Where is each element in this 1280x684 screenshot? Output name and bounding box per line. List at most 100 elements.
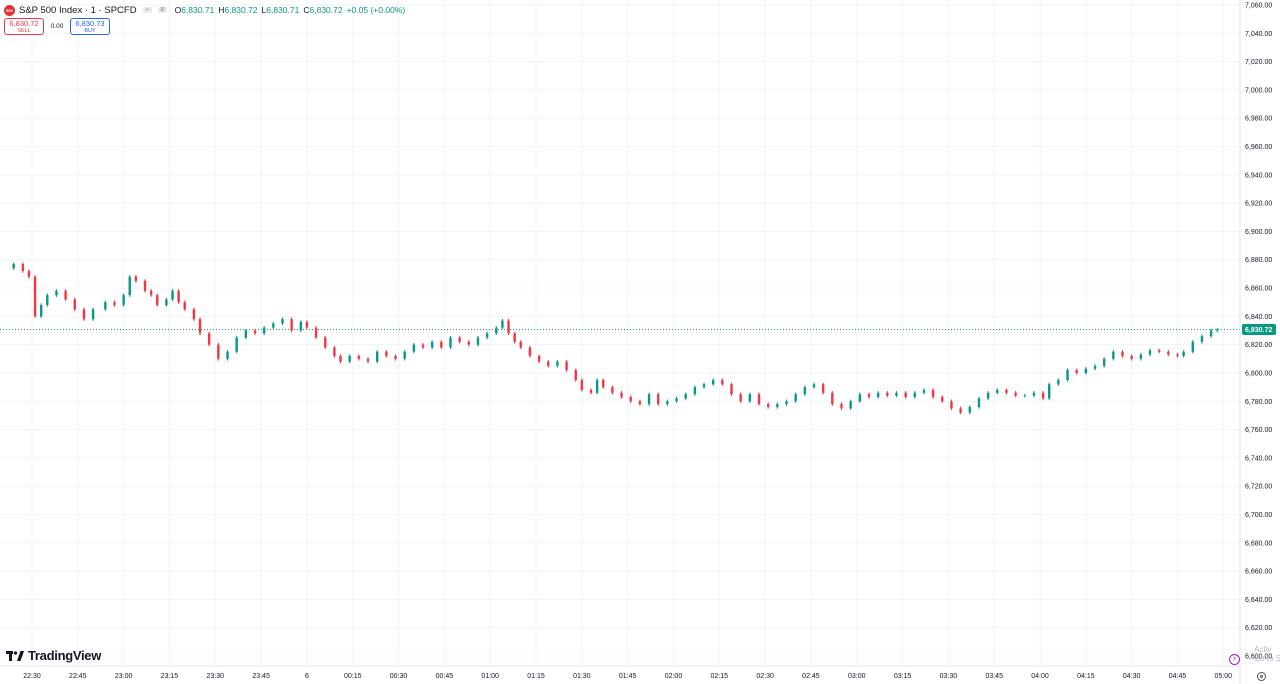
x-tick-label: 05:00 <box>1215 673 1233 680</box>
x-tick-label: 23:00 <box>115 673 133 680</box>
candle-body-down <box>156 295 159 306</box>
candle-body-down <box>638 401 642 405</box>
symbol-title[interactable]: S&P 500 Index · 1 · SPCFD <box>19 4 137 16</box>
buy-button[interactable]: 6,830.73 BUY <box>70 18 110 35</box>
candle-body-down <box>931 389 935 398</box>
candle-body-up <box>1148 350 1152 355</box>
candle-body-down <box>574 370 577 381</box>
y-tick-label: 6,940.00 <box>1245 172 1272 179</box>
y-tick-label: 6,720.00 <box>1245 484 1272 491</box>
low-value: 6,830.71 <box>266 5 300 15</box>
x-tick-label: 00:30 <box>390 673 408 680</box>
candle-body-up <box>501 320 504 328</box>
price-axis[interactable]: 7,060.00 7,040.00 7,020.00 7,000.00 6,980.00… <box>1245 3 1272 661</box>
candle-body-down <box>421 344 425 348</box>
candle-body-down <box>580 380 584 390</box>
candle-body-down <box>904 392 907 398</box>
candle-body-up <box>1032 392 1036 396</box>
candle-body-up <box>122 295 125 306</box>
candle-body-down <box>589 389 593 393</box>
candle-body-up <box>1057 380 1060 385</box>
candle-body-down <box>385 351 388 356</box>
candle-body-up <box>495 327 498 334</box>
candle-body-down <box>886 392 889 396</box>
settings-gear-icon[interactable] <box>1257 672 1266 681</box>
candle-body-up <box>986 392 990 399</box>
candle-body-down <box>305 322 309 328</box>
candle-body-up <box>895 392 898 396</box>
candle-body-down <box>217 344 220 359</box>
candle-body-up <box>403 351 406 359</box>
candle-body-down <box>507 320 510 334</box>
candle-body-down <box>207 333 211 345</box>
open-value: 6,830.71 <box>181 5 215 15</box>
minus-icon[interactable]: − <box>142 7 152 13</box>
x-tick-label: 23:15 <box>161 673 179 680</box>
candle-body-up <box>430 341 434 348</box>
x-tick-label: 02:00 <box>665 673 683 680</box>
candle-body-up <box>476 337 480 345</box>
low-label: L <box>261 5 267 15</box>
candle-body-up <box>272 323 275 328</box>
candle-body-down <box>840 404 843 409</box>
high-label: H <box>218 5 225 15</box>
candle-body-down <box>73 299 76 310</box>
candle-body-up <box>412 344 416 352</box>
x-tick-label: 03:15 <box>894 673 912 680</box>
candle-body-up <box>684 394 687 399</box>
x-tick-label: 03:30 <box>940 673 958 680</box>
candle-body-down <box>867 394 871 398</box>
y-tick-label: 6,900.00 <box>1245 229 1272 236</box>
x-tick-label: 02:15 <box>711 673 729 680</box>
lines-icon[interactable]: ≡ <box>157 7 167 13</box>
candle-body-up <box>128 276 131 296</box>
candle-body-down <box>183 302 186 310</box>
candle-body-up <box>12 263 15 269</box>
last-price-tag-text: 6,830.72 <box>1245 327 1272 334</box>
candle-body-up <box>666 401 669 405</box>
x-tick-label: 00:45 <box>436 673 454 680</box>
candle-body-down <box>1041 392 1045 399</box>
lightning-icon[interactable]: ⚡ <box>1229 654 1240 665</box>
y-tick-label: 6,700.00 <box>1245 512 1272 519</box>
candle-body-up <box>449 337 452 348</box>
candle-body-up <box>849 401 852 409</box>
candle-body-down <box>1005 389 1008 393</box>
candle-body-down <box>629 397 632 402</box>
candle-body-down <box>519 341 522 348</box>
x-tick-label: 02:45 <box>802 673 820 680</box>
x-tick-label: 22:30 <box>23 673 41 680</box>
y-tick-label: 6,680.00 <box>1245 540 1272 547</box>
candle-body-up <box>996 389 999 393</box>
candle-body-up <box>968 406 971 413</box>
x-tick-label: 04:00 <box>1031 673 1049 680</box>
time-axis[interactable]: 22:30 22:45 23:00 23:15 23:30 23:45 6 00:15 00:3… <box>23 673 1232 680</box>
candle-body-up <box>485 333 489 338</box>
candle-body-down <box>357 355 361 359</box>
candle-body-up <box>711 380 715 385</box>
candle-body-down <box>721 380 724 385</box>
candle-body-up <box>1084 368 1088 373</box>
x-tick-label: 23:30 <box>207 673 225 680</box>
y-tick-label: 6,780.00 <box>1245 399 1272 406</box>
tradingview-logo[interactable]: TradingView <box>6 648 101 663</box>
open-label: O <box>174 5 182 15</box>
candle-body-up <box>1066 370 1069 381</box>
y-tick-label: 6,640.00 <box>1245 597 1272 604</box>
x-tick-label: 23:45 <box>252 673 270 680</box>
y-tick-label: 6,600.00 <box>1245 654 1272 661</box>
candle-body-down <box>1075 370 1078 373</box>
candle-body-down <box>366 358 370 362</box>
candle-body-down <box>766 404 770 407</box>
candle-body-up <box>748 394 752 402</box>
candle-body-up <box>913 392 916 398</box>
candle-body-down <box>657 394 660 405</box>
sell-button[interactable]: 6,830.72 SELL <box>4 18 44 35</box>
candle-body-up <box>922 389 926 393</box>
candle-body-down <box>611 387 614 393</box>
candle-body-down <box>1176 354 1179 356</box>
y-tick-label: 6,960.00 <box>1245 144 1272 151</box>
y-tick-label: 6,660.00 <box>1245 569 1272 576</box>
candle-body-down <box>440 341 443 348</box>
